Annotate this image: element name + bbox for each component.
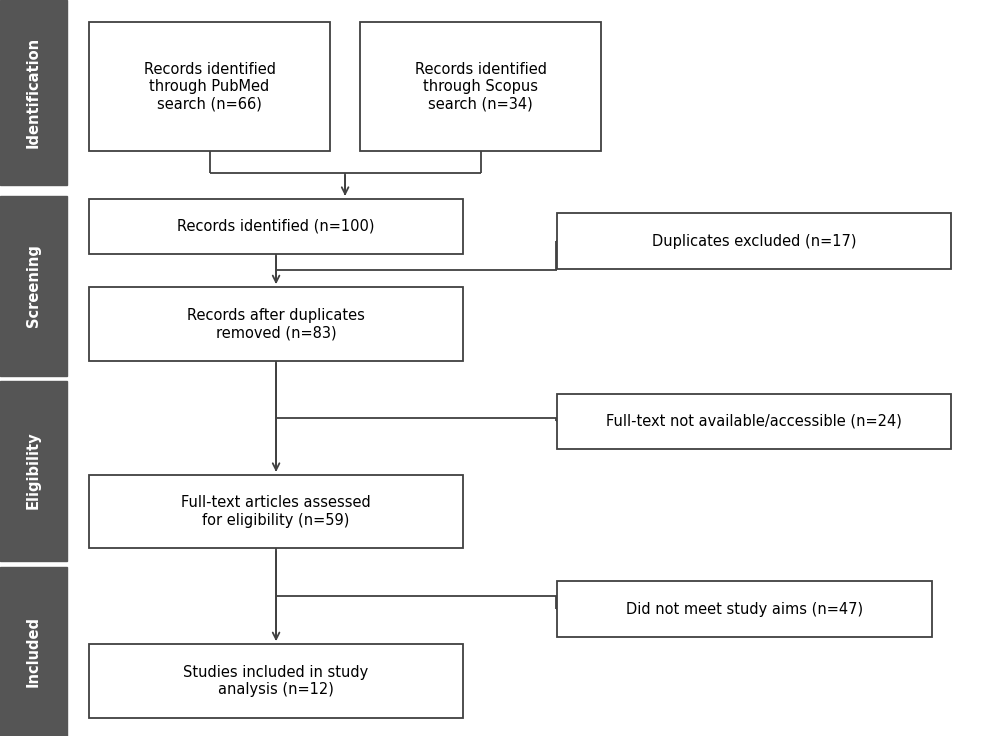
Text: Records identified
through Scopus
search (n=34): Records identified through Scopus search… [415,62,546,111]
FancyBboxPatch shape [89,22,330,151]
Text: Full-text not available/accessible (n=24): Full-text not available/accessible (n=24… [606,414,902,429]
Text: Did not meet study aims (n=47): Did not meet study aims (n=47) [626,601,863,617]
Text: Duplicates excluded (n=17): Duplicates excluded (n=17) [652,233,857,249]
FancyBboxPatch shape [360,22,601,151]
FancyBboxPatch shape [89,199,463,254]
Text: Eligibility: Eligibility [26,432,41,509]
FancyBboxPatch shape [557,213,951,269]
Text: Records after duplicates
removed (n=83): Records after duplicates removed (n=83) [187,308,365,340]
FancyBboxPatch shape [557,581,932,637]
FancyBboxPatch shape [89,644,463,718]
Text: Full-text articles assessed
for eligibility (n=59): Full-text articles assessed for eligibil… [181,495,371,528]
FancyBboxPatch shape [0,381,67,561]
Text: Records identified
through PubMed
search (n=66): Records identified through PubMed search… [144,62,275,111]
Text: Studies included in study
analysis (n=12): Studies included in study analysis (n=12… [183,665,369,697]
Text: Records identified (n=100): Records identified (n=100) [177,219,375,234]
Text: Screening: Screening [26,244,41,328]
Text: Identification: Identification [26,38,41,148]
FancyBboxPatch shape [0,567,67,736]
FancyBboxPatch shape [0,0,67,185]
FancyBboxPatch shape [89,287,463,361]
FancyBboxPatch shape [557,394,951,449]
Text: Included: Included [26,616,41,687]
FancyBboxPatch shape [89,475,463,548]
FancyBboxPatch shape [0,196,67,376]
